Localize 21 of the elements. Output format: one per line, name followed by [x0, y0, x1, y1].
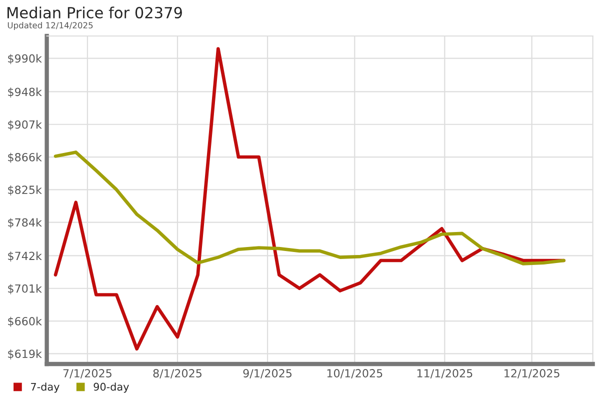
y-tick-label: $660k [8, 316, 42, 327]
y-tick-label: $990k [8, 54, 42, 64]
legend-label: 7-day [31, 382, 60, 393]
chart-subtitle: Updated 12/14/2025 [8, 22, 93, 30]
x-tick-label: 10/1/2025 [327, 369, 382, 378]
line-series [54, 150, 566, 266]
x-tick-label: 11/1/2025 [417, 369, 472, 378]
y-tick-label: $742k [8, 252, 42, 262]
y-tick-label: $948k [8, 88, 42, 98]
legend-label: 90-day [94, 382, 129, 393]
chart-title: Median Price for 02379 [8, 6, 182, 18]
x-tick-label: 7/1/2025 [63, 369, 112, 378]
x-tick-label: 8/1/2025 [153, 369, 202, 378]
y-tick-label: $866k [8, 152, 42, 163]
x-tick-label: 12/1/2025 [504, 369, 560, 378]
y-tick-label: $784k [8, 218, 42, 228]
y-tick-label: $701k [8, 284, 42, 294]
y-tick-label: $825k [8, 185, 42, 196]
y-tick-label: $619k [8, 349, 42, 360]
y-tick-label: $907k [8, 120, 42, 130]
x-tick-label: 9/1/2025 [243, 369, 292, 378]
